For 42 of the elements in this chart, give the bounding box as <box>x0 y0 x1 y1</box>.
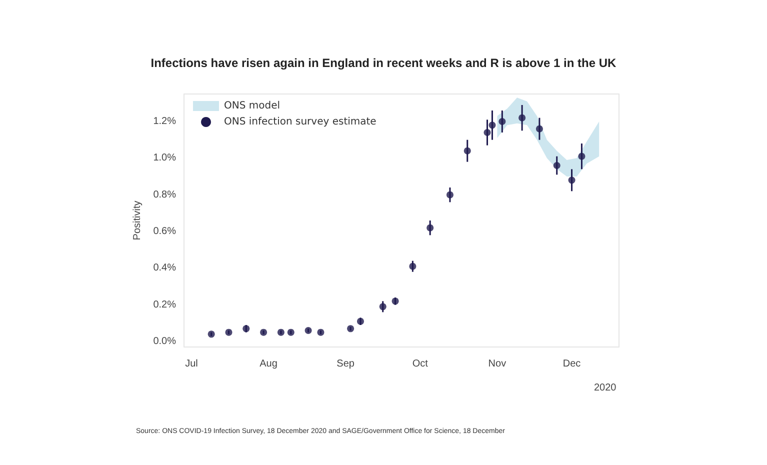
x-tick-label: Oct <box>412 358 428 370</box>
x-tick-label: Jul <box>185 358 198 370</box>
point <box>208 330 215 338</box>
point <box>317 328 324 336</box>
legend-label: ONS model <box>224 100 280 112</box>
point <box>498 118 506 125</box>
point <box>409 262 416 270</box>
point <box>379 303 386 310</box>
point <box>347 325 354 332</box>
y-tick-label: 1.2% <box>153 116 176 127</box>
point <box>287 328 294 336</box>
point <box>488 122 496 129</box>
point <box>304 327 312 334</box>
point <box>446 191 454 198</box>
y-tick-label: 1.0% <box>153 152 176 164</box>
point <box>277 328 284 336</box>
point <box>578 152 586 160</box>
point <box>260 328 268 336</box>
x-tick-label: Sep <box>336 358 355 370</box>
text: 2020 <box>594 382 617 394</box>
y-tick-label: 0.4% <box>153 262 176 274</box>
chart-title: Infections have risen again in England in recent weeks and R is above 1 in the UK <box>150 56 617 70</box>
y-tick-label: 0.8% <box>153 189 176 200</box>
y-tick-label: 0.6% <box>153 226 176 237</box>
point <box>242 325 250 332</box>
point <box>426 224 434 232</box>
point <box>568 176 576 184</box>
y-tick-label: 0.0% <box>153 336 176 347</box>
legend-label: ONS infection survey estimate <box>224 116 376 128</box>
point <box>553 162 560 169</box>
point <box>356 318 364 325</box>
x-tick-label: Nov <box>488 358 506 370</box>
point <box>225 328 232 336</box>
y-tick-label: 0.2% <box>153 299 176 310</box>
point <box>464 147 471 154</box>
x-tick-label: Aug <box>260 358 278 370</box>
y-axis-title: Positivity <box>132 200 143 240</box>
point <box>518 114 526 122</box>
point <box>392 298 399 305</box>
x-tick-label: Dec <box>562 358 581 370</box>
point <box>536 125 543 132</box>
point <box>484 129 491 136</box>
